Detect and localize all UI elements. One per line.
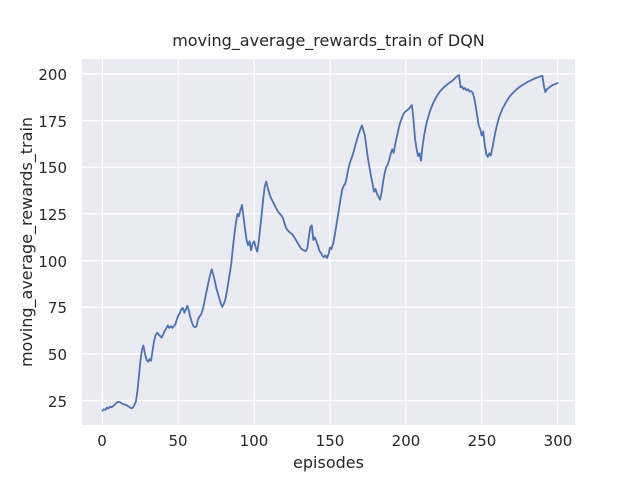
y-tick-label: 25 [47,393,67,411]
chart-title: moving_average_rewards_train of DQN [172,31,485,50]
x-tick-label: 100 [239,432,269,450]
x-tick-label: 300 [543,432,573,450]
y-tick-label: 100 [38,253,67,271]
x-axis-label: episodes [293,453,364,472]
y-tick-label: 125 [38,206,67,224]
y-tick-label: 75 [47,299,67,317]
y-tick-label: 175 [38,113,67,131]
x-tick-label: 0 [97,432,107,450]
x-tick-label: 200 [391,432,421,450]
x-tick-label: 50 [168,432,188,450]
y-tick-label: 200 [38,66,67,84]
x-tick-label: 150 [315,432,345,450]
grid-lines [82,59,575,425]
y-tick-label: 150 [38,159,67,177]
x-tick-label: 250 [467,432,497,450]
reward-line-series [101,74,559,412]
y-tick-label: 50 [47,346,67,364]
